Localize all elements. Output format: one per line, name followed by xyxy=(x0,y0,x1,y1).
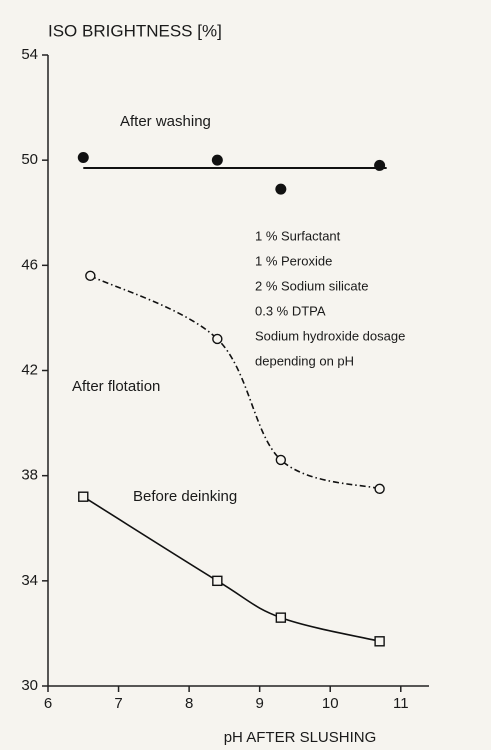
note: 0.3 % DTPA xyxy=(255,303,326,318)
y-tick-label: 30 xyxy=(21,677,38,694)
point xyxy=(77,152,89,164)
point xyxy=(374,636,385,647)
note: depending on pH xyxy=(255,353,354,368)
x-tick-label: 8 xyxy=(185,695,193,712)
x-tick-label: 6 xyxy=(44,695,52,712)
chart-title: ISO BRIGHTNESS [%] xyxy=(48,21,222,40)
point xyxy=(212,333,223,345)
point xyxy=(275,454,287,466)
point xyxy=(78,491,89,502)
x-tick-label: 9 xyxy=(255,695,263,712)
y-tick-label: 38 xyxy=(21,467,38,484)
point xyxy=(275,183,287,195)
y-tick-label: 50 xyxy=(21,151,38,168)
y-tick-label: 46 xyxy=(21,256,38,273)
note: 1 % Peroxide xyxy=(255,253,332,268)
series-line xyxy=(82,496,380,643)
series-line xyxy=(89,275,380,490)
x-tick-label: 7 xyxy=(114,695,122,712)
note: 2 % Sodium silicate xyxy=(255,278,368,293)
y-tick-label: 34 xyxy=(21,572,38,589)
y-tick-label: 42 xyxy=(21,361,38,378)
point xyxy=(85,270,96,282)
point xyxy=(374,159,386,171)
series-label: After washing xyxy=(120,113,211,130)
point xyxy=(275,612,287,623)
point xyxy=(211,154,223,166)
series-label: Before deinking xyxy=(133,488,237,505)
x-tick-label: 11 xyxy=(393,695,409,712)
note: Sodium hydroxide dosage xyxy=(255,328,405,343)
series-label: After flotation xyxy=(72,378,160,395)
point xyxy=(374,483,385,495)
y-tick-label: 54 xyxy=(21,46,38,63)
note: 1 % Surfactant xyxy=(255,228,341,243)
point xyxy=(212,575,223,587)
x-tick-label: 10 xyxy=(322,695,339,712)
x-axis-label: pH AFTER SLUSHING xyxy=(224,729,377,746)
